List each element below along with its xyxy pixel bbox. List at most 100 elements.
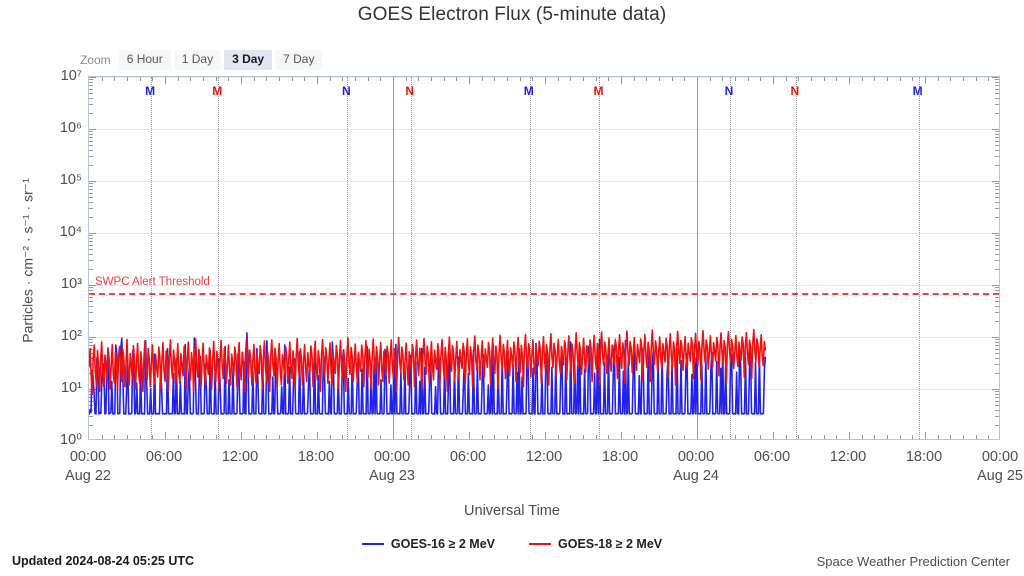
x-axis-time: 06:00 [145,449,183,465]
y-axis-minor-tick [89,349,93,350]
x-axis-minor-tick [596,77,597,81]
y-axis-minor-tick [995,249,999,250]
x-axis-time: 18:00 [905,449,943,465]
x-axis-tick-label: 12:00 [803,448,893,467]
y-axis-minor-tick [995,364,999,365]
y-axis-minor-tick [89,137,93,138]
x-axis-minor-tick [836,77,837,81]
threshold-line [89,293,999,296]
y-axis-minor-tick [995,145,999,146]
x-axis-minor-tick [938,77,939,81]
y-axis-minor-tick [89,150,93,151]
source-attribution: Space Weather Prediction Center [816,554,1010,569]
event-marker-m[interactable]: M [912,84,923,98]
y-axis-minor-tick [995,312,999,313]
y-axis-minor-tick [89,235,93,236]
x-axis-minor-tick [938,435,939,439]
y-axis-minor-tick [89,79,93,80]
x-axis-tick-label: 18:00 [575,448,665,467]
x-axis-minor-tick [418,435,419,439]
x-axis-minor-tick [140,435,141,439]
y-axis-minor-tick [995,183,999,184]
x-axis-minor-tick [672,77,673,81]
event-marker-m[interactable]: M [593,84,604,98]
y-axis-minor-tick [89,339,93,340]
series-line-goes-18 [89,328,767,395]
y-axis-tick-label: 10⁵ [59,172,82,188]
event-gridline [411,77,412,439]
event-marker-m[interactable]: M [523,84,534,98]
x-axis-tick [317,432,318,439]
x-axis-tick-label: 12:00 [499,448,589,467]
x-axis-tick [621,432,622,439]
x-axis-minor-tick [190,77,191,81]
event-gridline [599,77,600,439]
x-axis-tick-label: 00:00 Aug 22 [43,448,133,486]
zoom-button-6-hour[interactable]: 6 Hour [118,50,171,70]
event-marker-n[interactable]: N [405,84,415,98]
y-axis-tick-label: 10⁴ [59,224,82,240]
y-axis-minor-tick [995,217,999,218]
y-axis-minor-tick [89,321,93,322]
event-marker-n[interactable]: N [724,84,734,98]
zoom-button-1-day[interactable]: 1 Day [173,50,222,70]
y-axis-minor-tick [89,287,93,288]
horizontal-gridline [89,181,999,182]
y-axis-minor-tick [89,98,93,99]
event-marker-n[interactable]: N [342,84,351,98]
y-axis-tick [992,77,999,78]
y-axis-tick [992,129,999,130]
legend-item-goes18[interactable]: GOES-18 ≥ 2 MeV [529,537,662,551]
y-axis-minor-tick [995,358,999,359]
event-marker-m[interactable]: M [212,84,223,98]
x-axis-minor-tick [203,435,204,439]
y-axis-minor-tick [995,401,999,402]
y-axis-minor-tick [89,241,93,242]
x-axis-tick [393,432,394,439]
x-axis-minor-tick [279,77,280,81]
y-axis-minor-tick [89,93,93,94]
y-axis-minor-tick [89,134,93,135]
x-axis-minor-tick [583,435,584,439]
y-axis-tick-label: 10¹ [61,380,82,396]
zoom-button-7-day[interactable]: 7 Day [275,50,323,70]
x-axis-minor-tick [507,435,508,439]
plot-area[interactable]: SWPC Alert Threshold [88,76,1000,440]
y-axis-tick [89,337,96,338]
event-marker-m[interactable]: M [145,84,156,98]
y-axis-minor-tick [995,306,999,307]
chart-legend: GOES-16 ≥ 2 MeV GOES-18 ≥ 2 MeV [0,537,1024,551]
y-axis-minor-tick [995,186,999,187]
legend-swatch-goes18 [529,543,551,545]
x-axis-tick-label: 18:00 [879,448,969,467]
x-axis-time: 00:00 [373,449,411,465]
y-axis-minor-tick [995,416,999,417]
y-axis-minor-tick [89,208,93,209]
y-axis-minor-tick [89,186,93,187]
x-axis-minor-tick [634,77,635,81]
x-axis-date: Aug 23 [369,468,415,484]
x-axis-minor-tick [570,77,571,81]
x-axis-minor-tick [178,77,179,81]
x-axis-minor-tick [722,77,723,81]
x-axis-minor-tick [304,77,305,81]
x-axis-minor-tick [152,77,153,81]
y-axis-minor-tick [995,245,999,246]
y-axis-minor-tick [995,98,999,99]
legend-item-goes16[interactable]: GOES-16 ≥ 2 MeV [361,537,495,551]
y-axis-minor-tick [89,156,93,157]
x-axis-tick [165,77,166,84]
y-axis-tick [89,129,96,130]
x-axis-tick [545,432,546,439]
x-axis-minor-tick [874,77,875,81]
zoom-button-3-day[interactable]: 3 Day [224,50,273,70]
y-axis-minor-tick [89,345,93,346]
x-axis-minor-tick [456,77,457,81]
y-axis-minor-tick [995,150,999,151]
x-axis-minor-tick [355,77,356,81]
x-axis-minor-tick [735,77,736,81]
y-axis-minor-tick [89,89,93,90]
x-axis-time: 18:00 [601,449,639,465]
x-axis-minor-tick [558,77,559,81]
event-marker-n[interactable]: N [790,84,800,98]
